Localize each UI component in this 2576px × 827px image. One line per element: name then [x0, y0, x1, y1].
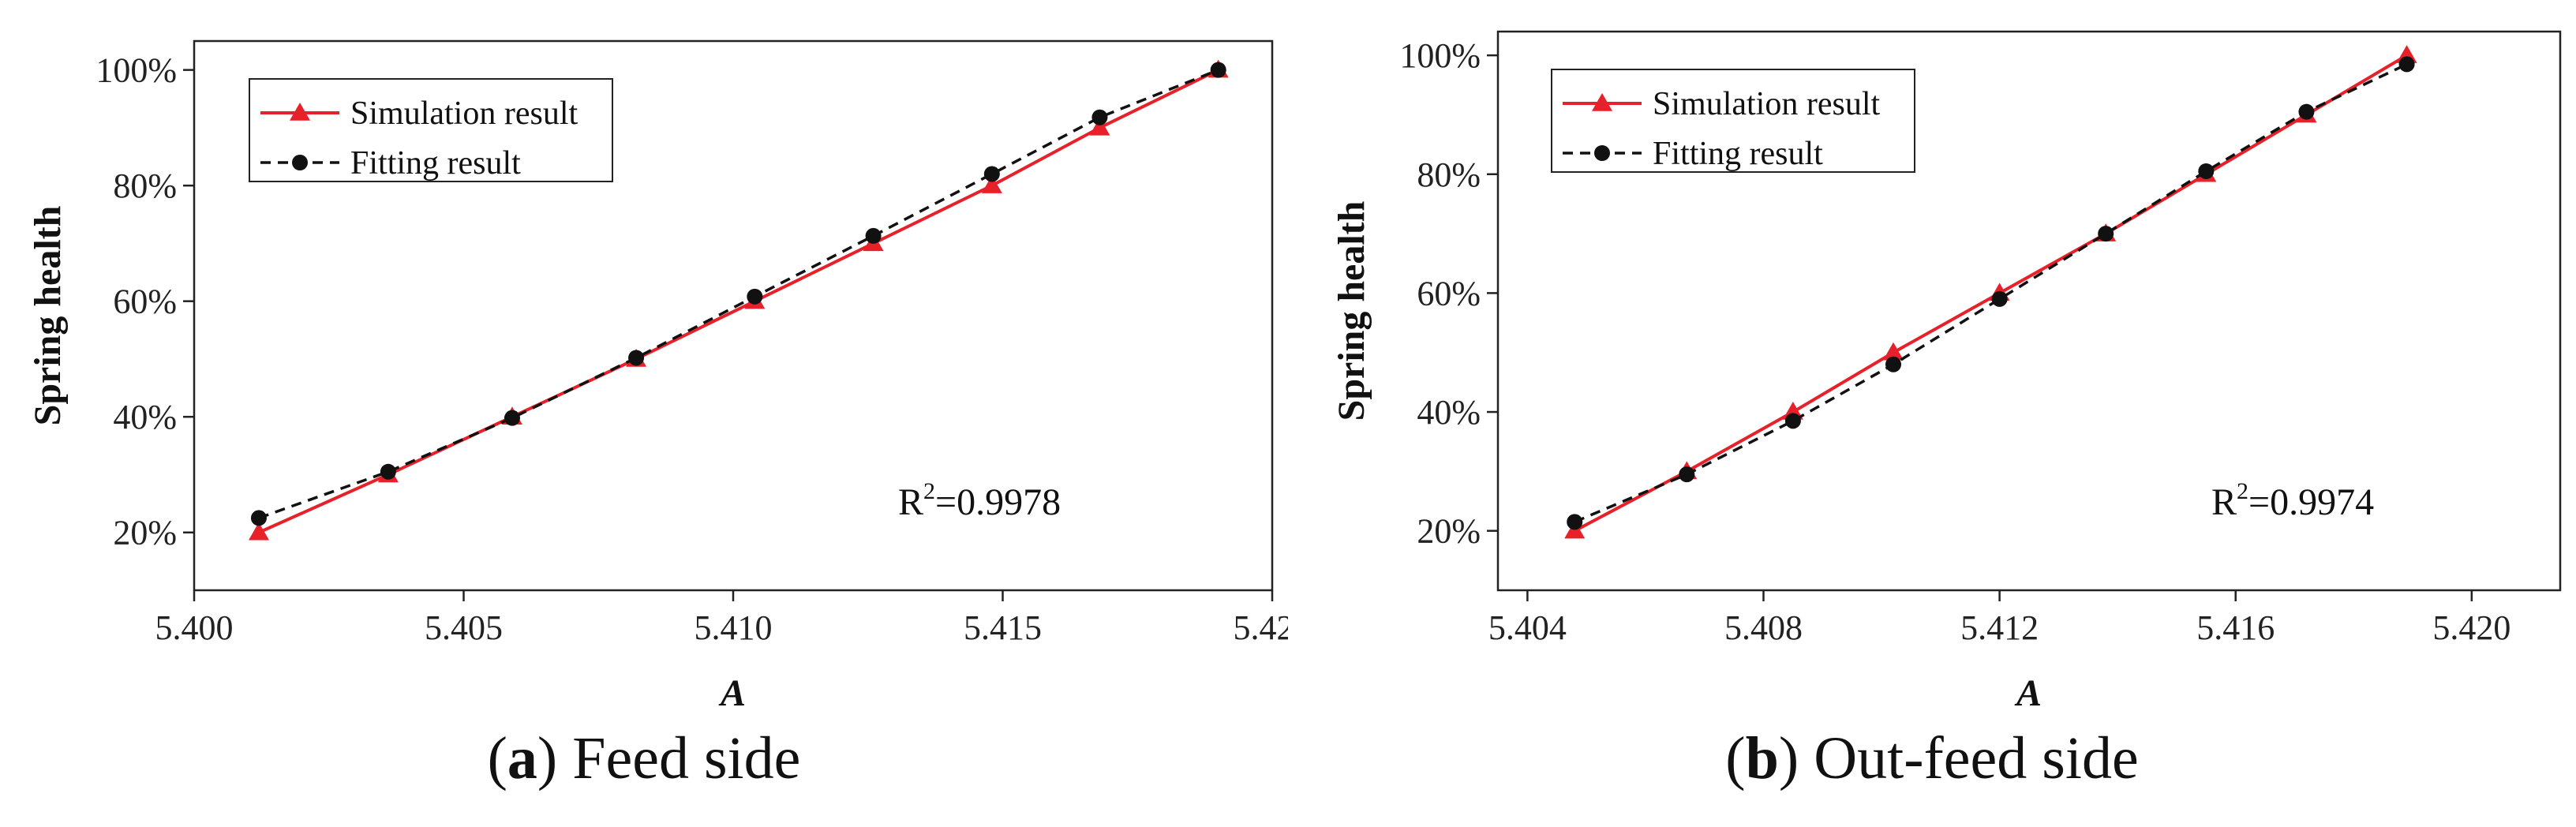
point-a-0-0: [248, 522, 269, 541]
point-b-1-5: [2098, 226, 2114, 242]
caption-a-label: a: [507, 725, 537, 791]
caption-b-label: b: [1745, 725, 1779, 791]
y-tick-label-b-4: 100%: [1399, 36, 1481, 75]
point-a-1-4: [747, 288, 763, 305]
legend-label-b-0: Simulation result: [1653, 86, 1880, 122]
point-b-1-0: [1567, 514, 1583, 530]
y-tick-label-a-4: 100%: [95, 51, 177, 90]
point-a-1-0: [250, 510, 267, 526]
caption-a: (a) Feed side: [487, 725, 801, 791]
x-tick-label-a-4: 5.420: [1234, 608, 1289, 647]
legend-marker-a-1: [292, 155, 308, 170]
point-b-1-2: [1784, 413, 1801, 429]
legend-marker-b-1: [1594, 145, 1610, 161]
point-a-1-6: [983, 166, 1000, 182]
chart-panel-b: 5.404 5.408 5.412 5.416 5.420 20% 40% 60% 80% 100…: [1288, 0, 2576, 827]
point-b-1-6: [2198, 163, 2215, 179]
caption-a-text: Feed side: [572, 725, 801, 791]
point-a-0-6: [981, 175, 1002, 193]
chart-panel-a: 5.400 5.405 5.410 5.415 5.420 20% 40% 60% 80% 100…: [27, 39, 1289, 791]
x-tick-label-a-2: 5.410: [695, 608, 773, 647]
r-squared-value-b: =0.9974: [2248, 481, 2374, 523]
y-tick-label-a-2: 60%: [113, 283, 177, 321]
x-tick-label-a-3: 5.415: [964, 608, 1042, 647]
y-axis-title-b: Spring health: [1331, 201, 1372, 421]
y-tick-label-b-1: 40%: [1417, 393, 1481, 432]
point-b-1-4: [1991, 290, 2008, 307]
r-squared-superscript-a: 2: [923, 478, 935, 504]
point-a-1-1: [380, 463, 396, 480]
r-squared-prefix-a: R: [898, 481, 923, 523]
x-axis-title-a: A: [718, 672, 746, 710]
point-b-1-7: [2298, 103, 2315, 120]
x-tick-label-a-0: 5.400: [155, 608, 234, 647]
r-squared-annotation-b: R2=0.9974: [2211, 478, 2374, 523]
x-tick-label-b-2: 5.412: [1960, 608, 2039, 647]
y-tick-label-b-2: 60%: [1417, 274, 1481, 312]
legend-box-b: [1551, 69, 1915, 173]
caption-b: (b) Out-feed side: [1725, 725, 2139, 791]
legend-marker-a-0: [290, 103, 310, 121]
y-tick-label-a-3: 80%: [113, 167, 177, 205]
point-a-1-5: [865, 227, 882, 244]
x-tick-label-a-1: 5.405: [425, 608, 503, 647]
legend-box-a: [249, 78, 613, 182]
chart-b-svg: 5.404 5.408 5.412 5.416 5.420 20% 40% 60% 80% 100…: [1331, 30, 2562, 710]
x-axis-title-b: A: [2014, 672, 2042, 710]
y-tick-label-b-3: 80%: [1417, 155, 1481, 194]
series-line-b-1: [1574, 62, 2408, 523]
point-a-1-7: [1091, 109, 1108, 125]
y-tick-label-b-0: 20%: [1417, 512, 1481, 551]
point-a-1-3: [628, 350, 645, 366]
point-b-1-8: [2398, 56, 2415, 73]
x-tick-label-b-1: 5.408: [1724, 608, 1803, 647]
legend-marker-b-0: [1592, 93, 1612, 111]
point-b-0-3: [1883, 342, 1904, 361]
x-tick-label-b-3: 5.416: [2196, 608, 2275, 647]
caption-b-text: Out-feed side: [1814, 725, 2139, 791]
r-squared-annotation-a: R2=0.9978: [898, 478, 1061, 523]
point-a-1-8: [1210, 62, 1226, 78]
legend-label-a-1: Fitting result: [350, 145, 521, 181]
y-axis-title-a: Spring health: [27, 206, 69, 426]
x-tick-label-b-0: 5.404: [1488, 608, 1567, 647]
point-b-1-1: [1679, 466, 1695, 483]
y-tick-label-a-0: 20%: [113, 514, 177, 552]
plot-frame-b: [1496, 30, 2562, 592]
legend-label-b-1: Fitting result: [1653, 136, 1823, 172]
point-a-1-2: [504, 410, 520, 426]
x-tick-label-b-4: 5.420: [2432, 608, 2510, 647]
point-a-0-7: [1089, 117, 1110, 136]
r-squared-prefix-b: R: [2211, 481, 2237, 523]
y-tick-label-a-1: 40%: [113, 398, 177, 436]
legend-label-a-0: Simulation result: [350, 95, 578, 132]
r-squared-superscript-b: 2: [2237, 478, 2248, 504]
point-b-1-3: [1885, 356, 1902, 372]
r-squared-value-a: =0.9978: [935, 481, 1061, 523]
chart-a-svg: 5.400 5.405 5.410 5.415 5.420 20% 40% 60% 80% 100…: [27, 39, 1289, 710]
